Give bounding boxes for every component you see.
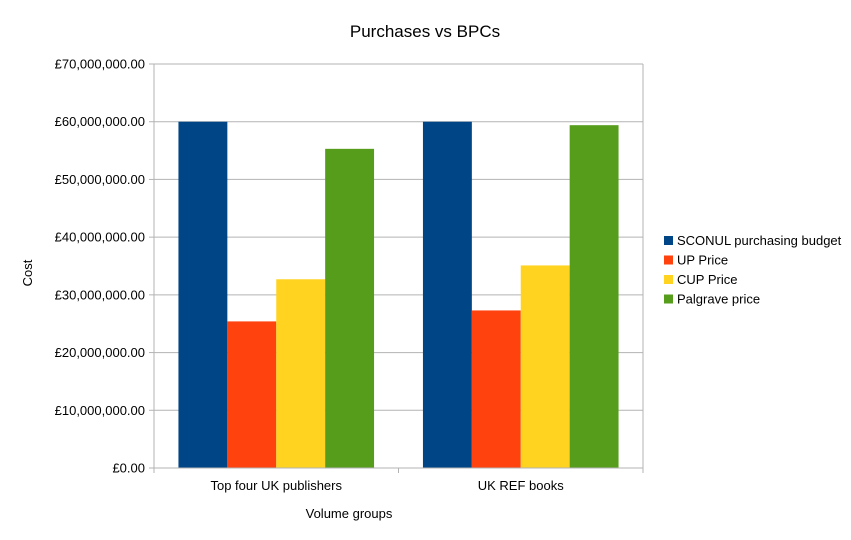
bar-3-2 [520,265,570,468]
x-tick-label: UK REF books [478,478,564,493]
legend: SCONUL purchasing budget UP Price CUP Pric… [664,233,842,307]
chart-title: Purchases vs BPCs [350,22,500,41]
bar-1-1 [178,121,228,468]
legend-swatch [664,236,673,245]
x-tick-label: Top four UK publishers [210,478,342,493]
bar-4-2 [569,125,619,469]
y-tick-label: £40,000,000.00 [55,230,145,245]
bars [178,121,619,469]
y-tick-label: £0.00 [112,461,145,476]
bar-4-1 [325,148,375,468]
bar-1-2 [422,121,472,468]
legend-swatch [664,294,673,304]
legend-label: CUP Price [677,272,737,287]
plot-area: £0.00 £10,000,000.00 £20,000,000.00 £30,000… [55,57,644,493]
legend-label: SCONUL purchasing budget [677,233,842,248]
y-tick-label: £10,000,000.00 [55,403,145,418]
legend-label: UP Price [677,253,728,268]
y-tick-label: £20,000,000.00 [55,345,145,360]
x-tick-labels: Top four UK publishers UK REF books [210,478,564,493]
x-axis-title: Volume groups [306,506,393,521]
y-axis-title: Cost [20,259,35,286]
axes [153,64,644,473]
bar-2-2 [471,310,521,468]
y-tick-labels: £0.00 £10,000,000.00 £20,000,000.00 £30,000… [55,57,145,476]
y-tick-label: £60,000,000.00 [55,114,145,129]
bar-3-1 [276,279,326,468]
y-tick-label: £50,000,000.00 [55,172,145,187]
legend-label: Palgrave price [677,292,760,307]
y-tick-label: £30,000,000.00 [55,287,145,302]
bar-2-1 [227,321,277,468]
legend-swatch [664,275,673,284]
y-tick-label: £70,000,000.00 [55,57,145,72]
legend-swatch [664,255,673,265]
